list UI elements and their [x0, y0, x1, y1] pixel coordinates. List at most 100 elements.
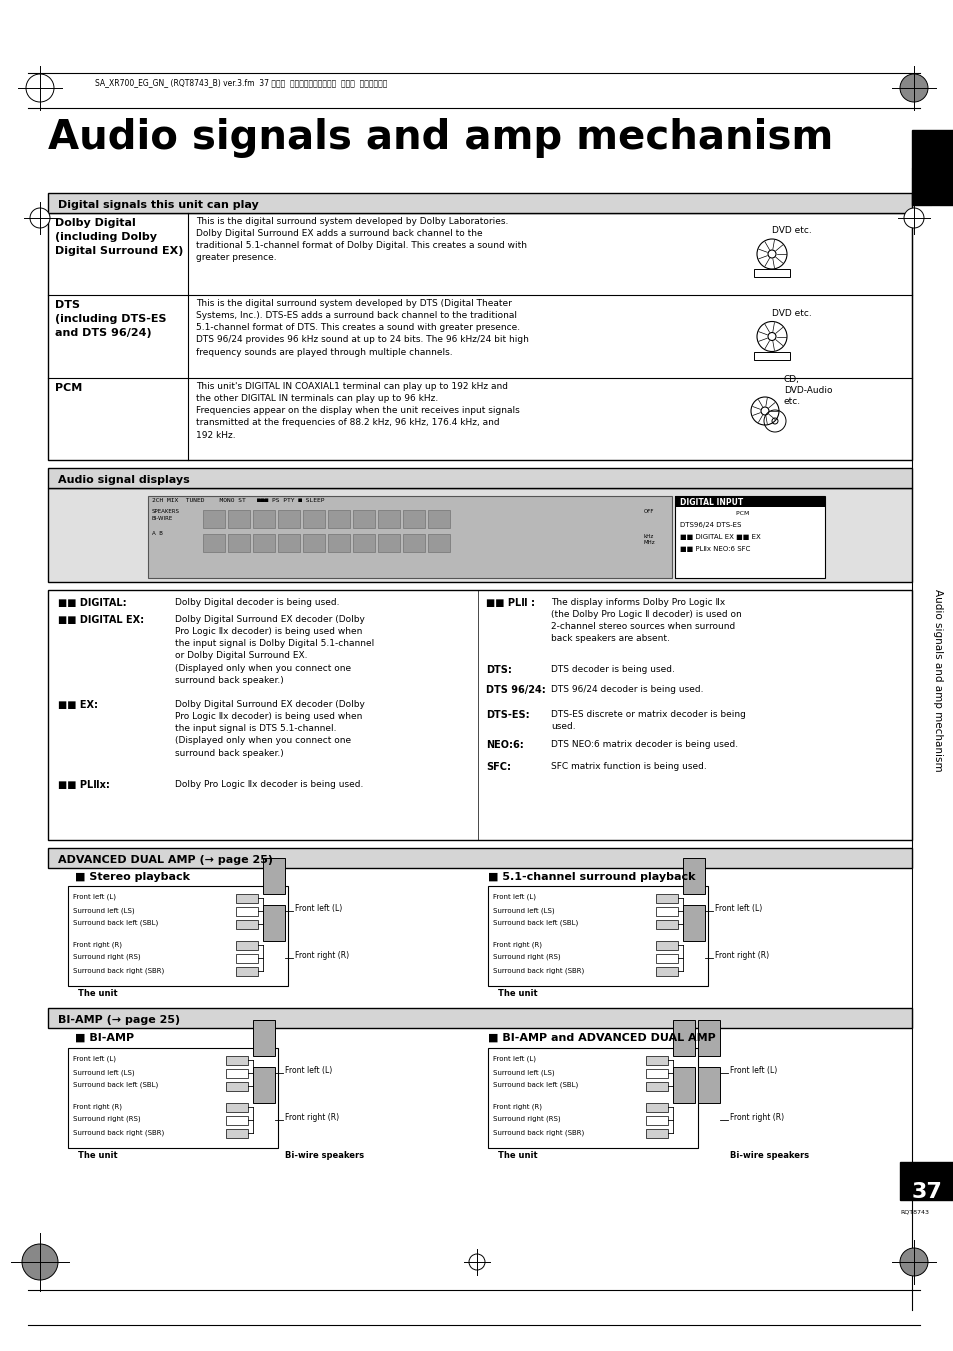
Bar [253, 534, 274, 553]
Text: Surround left (LS): Surround left (LS) [493, 1069, 554, 1075]
Bar [675, 496, 824, 578]
Text: Front left (L): Front left (L) [493, 1056, 536, 1062]
Text: DTS
(including DTS-ES
and DTS 96/24): DTS (including DTS-ES and DTS 96/24) [55, 300, 167, 338]
Bar [402, 534, 424, 553]
Bar [235, 920, 257, 929]
Bar [48, 467, 911, 488]
Text: Surround back right (SBR): Surround back right (SBR) [493, 967, 583, 974]
Bar [353, 509, 375, 528]
Bar [48, 590, 911, 840]
Text: Dolby Digital decoder is being used.: Dolby Digital decoder is being used. [174, 598, 339, 607]
Text: kHz
MHz: kHz MHz [643, 534, 655, 546]
Bar [228, 509, 250, 528]
Text: Digital signals this unit can play: Digital signals this unit can play [58, 200, 258, 209]
Text: Surround left (LS): Surround left (LS) [73, 1069, 134, 1075]
Text: Surround right (RS): Surround right (RS) [493, 954, 560, 961]
Bar [675, 496, 824, 507]
Circle shape [22, 1244, 58, 1279]
Text: Front right (R): Front right (R) [285, 1113, 338, 1123]
Text: Bi-wire speakers: Bi-wire speakers [729, 1151, 808, 1161]
Circle shape [899, 74, 927, 101]
Text: Front right (R): Front right (R) [729, 1113, 783, 1123]
Text: Surround back right (SBR): Surround back right (SBR) [493, 1129, 583, 1135]
Bar [428, 534, 450, 553]
Bar [253, 509, 274, 528]
Bar [48, 848, 911, 867]
Text: SA_XR700_EG_GN_ (RQT8743_B) ver.3.fm  37 ページ  ２００６年８月３１日  木曜日  午前９時７分: SA_XR700_EG_GN_ (RQT8743_B) ver.3.fm 37 … [95, 78, 387, 88]
Bar [402, 509, 424, 528]
Bar [911, 130, 953, 205]
Text: DTS-ES discrete or matrix decoder is being
used.: DTS-ES discrete or matrix decoder is bei… [551, 711, 745, 731]
Text: BI-AMP (→ page 25): BI-AMP (→ page 25) [58, 1015, 180, 1025]
Bar [48, 1008, 911, 1028]
Bar [698, 1020, 720, 1056]
Bar [328, 534, 350, 553]
Text: Front right (R): Front right (R) [73, 942, 122, 947]
Bar [377, 509, 399, 528]
Bar [656, 920, 678, 929]
Text: CD,
DVD-Audio
etc.: CD, DVD-Audio etc. [783, 374, 832, 407]
Text: OFF: OFF [643, 509, 654, 513]
Text: Surround right (RS): Surround right (RS) [73, 954, 140, 961]
Text: Dolby Digital Surround EX decoder (Dolby
Pro Logic Ⅱx decoder) is being used whe: Dolby Digital Surround EX decoder (Dolby… [174, 615, 374, 685]
Text: ■ BI-AMP: ■ BI-AMP [75, 1034, 134, 1043]
Text: The unit: The unit [78, 1151, 117, 1161]
Bar [672, 1067, 695, 1102]
Bar [235, 942, 257, 950]
Bar [303, 534, 325, 553]
Text: BI-WIRE: BI-WIRE [152, 516, 173, 521]
Circle shape [26, 74, 54, 101]
Text: SFC:: SFC: [485, 762, 511, 771]
Text: ADVANCED DUAL AMP (→ page 25): ADVANCED DUAL AMP (→ page 25) [58, 855, 273, 865]
Bar [303, 509, 325, 528]
Bar [148, 496, 671, 578]
Text: PCM: PCM [679, 511, 749, 516]
Bar [235, 967, 257, 975]
Text: ENGLISH: ENGLISH [927, 205, 937, 253]
Bar [645, 1082, 667, 1092]
Bar [656, 907, 678, 916]
Bar [263, 858, 285, 894]
Text: DTS96/24 DTS-ES: DTS96/24 DTS-ES [679, 521, 740, 528]
Text: Surround back left (SBL): Surround back left (SBL) [73, 920, 158, 927]
Text: Front right (R): Front right (R) [714, 951, 768, 961]
Bar [68, 886, 288, 986]
Text: Audio signals and amp mechanism: Audio signals and amp mechanism [932, 589, 942, 771]
Bar [753, 269, 789, 277]
Text: This is the digital surround system developed by DTS (Digital Theater
Systems, I: This is the digital surround system deve… [195, 299, 528, 357]
Bar [656, 942, 678, 950]
Text: DTS NEO:6 matrix decoder is being used.: DTS NEO:6 matrix decoder is being used. [551, 740, 738, 748]
Text: Surround back left (SBL): Surround back left (SBL) [73, 1082, 158, 1089]
Text: DTS 96/24 decoder is being used.: DTS 96/24 decoder is being used. [551, 685, 702, 694]
Text: DTS:: DTS: [485, 665, 512, 676]
Bar [698, 1067, 720, 1102]
Text: Front right (R): Front right (R) [493, 1102, 541, 1109]
Bar [353, 534, 375, 553]
Bar [645, 1116, 667, 1125]
Text: 2CH MIX  TUNED    MONO ST   ■■■ PS PTY ■ SLEEP: 2CH MIX TUNED MONO ST ■■■ PS PTY ■ SLEEP [152, 499, 324, 503]
Bar [235, 954, 257, 963]
Bar [656, 954, 678, 963]
Text: The unit: The unit [497, 989, 537, 998]
Text: Surround back left (SBL): Surround back left (SBL) [493, 1082, 578, 1089]
Bar [235, 907, 257, 916]
Bar [48, 193, 911, 213]
Text: Front left (L): Front left (L) [729, 1066, 777, 1075]
Text: Front left (L): Front left (L) [714, 905, 761, 913]
Text: ■■ EX:: ■■ EX: [58, 700, 98, 711]
Text: Surround right (RS): Surround right (RS) [493, 1116, 560, 1123]
Text: This unit's DIGITAL IN COAXIAL1 terminal can play up to 192 kHz and
the other DI: This unit's DIGITAL IN COAXIAL1 terminal… [195, 382, 519, 439]
Bar [226, 1129, 248, 1138]
Text: DVD etc.: DVD etc. [771, 308, 811, 317]
Bar [277, 509, 299, 528]
Circle shape [469, 1254, 484, 1270]
Text: 37: 37 [911, 1182, 942, 1202]
Bar [488, 1048, 698, 1148]
Bar [226, 1082, 248, 1092]
Bar [656, 894, 678, 902]
Text: DVD etc.: DVD etc. [771, 226, 811, 235]
Text: Bi-wire speakers: Bi-wire speakers [285, 1151, 364, 1161]
Text: Front left (L): Front left (L) [285, 1066, 332, 1075]
Text: Surround back right (SBR): Surround back right (SBR) [73, 1129, 164, 1135]
Text: Dolby Digital Surround EX decoder (Dolby
Pro Logic Ⅱx decoder) is being used whe: Dolby Digital Surround EX decoder (Dolby… [174, 700, 364, 758]
